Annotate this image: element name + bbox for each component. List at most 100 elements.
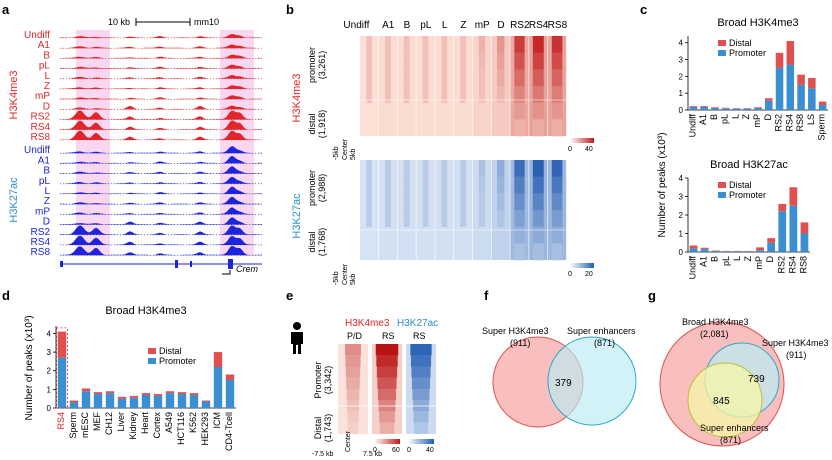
panel-g: g Broad H3K4me3 (2,081) Super H3K4me3 (9… bbox=[648, 288, 829, 447]
heatmap-cell bbox=[384, 86, 391, 103]
g-overlap-super: 739 bbox=[748, 374, 765, 385]
track-signal bbox=[60, 146, 262, 154]
x-tick-label: RS4 bbox=[787, 256, 797, 274]
track-label: B bbox=[43, 50, 50, 61]
legend-label-promoter: Promoter bbox=[159, 356, 196, 366]
heatmap-cell bbox=[496, 52, 505, 70]
bar-distal bbox=[765, 98, 773, 101]
x-tick-label: MEF bbox=[92, 412, 102, 432]
track-label: RS8 bbox=[31, 132, 51, 143]
e-heatmap-cell bbox=[412, 388, 430, 401]
heatmap-cell bbox=[532, 119, 544, 137]
b-k4-colorscale bbox=[570, 138, 594, 143]
bar-distal bbox=[721, 107, 730, 109]
bar-distal bbox=[778, 203, 787, 212]
track-signal bbox=[60, 176, 262, 184]
bar-promoter bbox=[201, 401, 211, 408]
heatmap-cell bbox=[422, 36, 429, 53]
x-tick-label: L bbox=[730, 114, 740, 119]
e-heatmap-cell bbox=[346, 377, 360, 389]
heatmap-cell bbox=[384, 52, 391, 70]
bar-distal bbox=[818, 101, 827, 105]
bar-distal bbox=[775, 52, 784, 68]
bar-promoter bbox=[765, 100, 773, 110]
y-tick-label: 3 bbox=[679, 56, 684, 65]
e-mark-h3k27ac: H3K27ac bbox=[397, 318, 438, 329]
heatmap-cell bbox=[384, 176, 391, 194]
track-signal bbox=[60, 235, 262, 245]
x-tick-label: Undiff bbox=[687, 114, 697, 138]
e-heatmap-cell bbox=[346, 388, 360, 401]
bar-distal bbox=[93, 392, 103, 395]
panel-c: c Number of peaks (x10³) Broad H3K4me3 0 1… bbox=[640, 2, 828, 279]
track-signal bbox=[60, 64, 262, 69]
track-label: D bbox=[43, 217, 50, 228]
bar-promoter bbox=[189, 394, 199, 408]
e-distal: Distal bbox=[313, 417, 323, 440]
bar-promoter bbox=[818, 104, 827, 110]
x-tick-label: HEK293 bbox=[200, 412, 210, 446]
x-tick-label: RS4 bbox=[56, 412, 66, 430]
heatmap-cell bbox=[551, 69, 563, 87]
heatmap-cell bbox=[478, 36, 486, 53]
x-tick-label: pL bbox=[720, 114, 730, 124]
track-signal bbox=[60, 245, 262, 256]
b-k27-promoter: promoter bbox=[307, 170, 317, 206]
heatmap-cell bbox=[403, 69, 410, 87]
b-mark-h3k4me3: H3K4me3 bbox=[291, 74, 303, 123]
heatmap-cell bbox=[366, 160, 372, 177]
bar-distal bbox=[153, 394, 163, 396]
chart-title: Broad H3K4me3 bbox=[717, 17, 798, 29]
heatmap-cell bbox=[478, 69, 486, 87]
bar-promoter bbox=[754, 107, 762, 110]
legend-label-distal: Distal bbox=[159, 346, 182, 356]
bar-distal bbox=[81, 388, 91, 392]
y-tick-label: 0 bbox=[47, 404, 52, 413]
heatmap-cell bbox=[478, 52, 486, 70]
x-tick-label: CH12 bbox=[104, 412, 114, 435]
heatmap-cell bbox=[460, 36, 467, 53]
b-k4-promoter-n: (3,261) bbox=[317, 51, 327, 80]
highlight-region-1 bbox=[76, 30, 110, 256]
heatmap-cell bbox=[384, 69, 391, 87]
heatmap-cell bbox=[496, 176, 505, 194]
e-heatmap-cell bbox=[345, 355, 361, 367]
heatmap-cell bbox=[441, 52, 448, 70]
heatmap-cell bbox=[422, 52, 429, 70]
heatmap-cell bbox=[441, 160, 448, 177]
bar-promoter bbox=[153, 395, 163, 408]
track-signal bbox=[60, 207, 262, 215]
person-icon bbox=[291, 322, 303, 354]
heatmap-column-label: RS8 bbox=[548, 20, 568, 31]
b-k27-scale-min: 0 bbox=[568, 271, 572, 278]
x-tick-label: Liver bbox=[116, 412, 126, 432]
panel-a: a 10 kb mm10 H3K4me3 H3K27ac UndiffA1BpL… bbox=[2, 2, 262, 275]
legend-swatch-promoter bbox=[718, 50, 726, 56]
bar-promoter bbox=[789, 205, 798, 252]
x-tick-label: D bbox=[765, 256, 775, 263]
heatmap-cell bbox=[514, 193, 525, 211]
highlight-box bbox=[56, 327, 68, 409]
heatmap-cell bbox=[551, 36, 563, 53]
bar-distal bbox=[689, 245, 698, 249]
y-tick-label: 2 bbox=[47, 367, 52, 376]
chart-title: Broad H3K27ac bbox=[710, 159, 788, 171]
heatmap-cell bbox=[514, 36, 525, 53]
g-broad-n: (2,081) bbox=[700, 329, 729, 339]
f-overlap: 379 bbox=[555, 378, 572, 389]
panel-f: f Super H3K4me3 (911) Super enhancers (8… bbox=[482, 288, 637, 428]
heatmap-cell bbox=[403, 52, 410, 70]
bar-distal bbox=[711, 250, 720, 252]
e-scale2-max: 40 bbox=[426, 447, 434, 454]
bar-distal bbox=[800, 222, 809, 234]
e-scale2-min: 0 bbox=[407, 447, 411, 454]
track-label: RS4 bbox=[31, 237, 51, 248]
panel-label-f: f bbox=[484, 288, 489, 303]
y-tick-label: 0 bbox=[679, 106, 684, 115]
heatmap-column-label: mP bbox=[475, 20, 490, 31]
bar-promoter bbox=[213, 367, 223, 408]
heatmap-cell bbox=[496, 160, 505, 177]
x-tick-label: RS2 bbox=[774, 114, 784, 132]
bar-promoter bbox=[767, 242, 776, 252]
